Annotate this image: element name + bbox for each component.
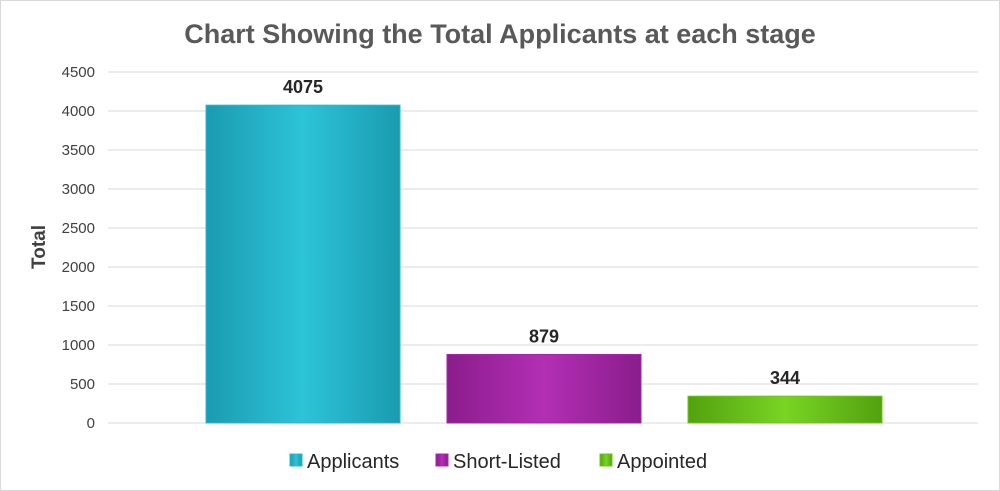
data-labels: 4075 879 344	[283, 77, 800, 388]
y-tick-label: 3500	[62, 142, 95, 159]
bar-short-listed	[446, 353, 642, 424]
legend-swatch	[599, 453, 613, 467]
y-tick-label: 0	[87, 415, 95, 432]
legend-label: Applicants	[307, 451, 399, 473]
y-tick-label: 500	[70, 376, 95, 393]
legend-swatch	[435, 453, 449, 467]
legend-label: Appointed	[617, 451, 707, 473]
bar-appointed	[687, 395, 883, 424]
bars	[205, 104, 883, 424]
y-axis-ticks: 0 500 1000 1500 2000 2500 3000 3500 4000 4500	[62, 64, 95, 432]
y-tick-label: 1000	[62, 337, 95, 354]
y-tick-label: 4000	[62, 103, 95, 120]
chart-title: Chart Showing the Total Applicants at ea…	[184, 19, 816, 49]
bar-applicants	[205, 104, 401, 424]
y-tick-label: 3000	[62, 181, 95, 198]
y-tick-label: 1500	[62, 298, 95, 315]
y-tick-label: 2500	[62, 220, 95, 237]
legend: Applicants Short-Listed Appointed	[289, 451, 707, 473]
legend-swatch	[289, 453, 303, 467]
y-tick-label: 2000	[62, 259, 95, 276]
y-tick-label: 4500	[62, 64, 95, 81]
legend-label: Short-Listed	[453, 451, 561, 473]
y-axis-label: Total	[29, 225, 50, 269]
data-label: 4075	[283, 77, 323, 97]
data-label: 344	[770, 368, 800, 388]
data-label: 879	[529, 326, 559, 346]
